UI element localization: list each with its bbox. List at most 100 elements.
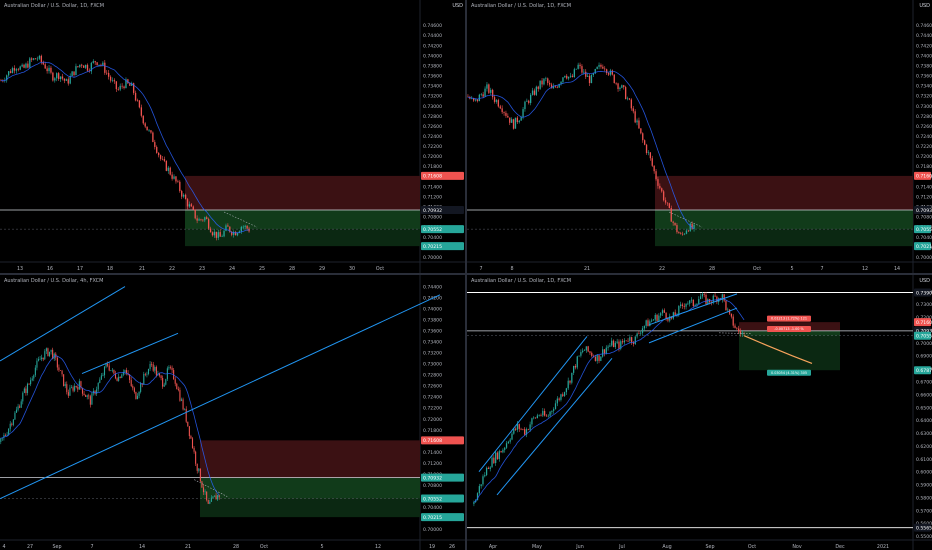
y-tick-label: 0.70800	[916, 215, 932, 221]
candle	[495, 100, 498, 102]
candle	[21, 64, 23, 67]
chart-pane-top-right[interactable]: 0.74600 0.74400 0.74200 0.74000 0.73800 0.736…	[467, 0, 932, 273]
chart-canvas[interactable]: 0.74600 0.74400 0.74200 0.74000 0.73800 0.736…	[0, 0, 465, 273]
candle	[154, 142, 156, 147]
candle	[474, 99, 477, 101]
candle	[645, 144, 648, 153]
y-tick-label: 0.70800	[423, 483, 442, 489]
candle	[563, 392, 566, 396]
candle	[571, 75, 574, 78]
candle	[571, 372, 573, 383]
candle	[30, 380, 32, 385]
candle	[609, 70, 612, 75]
y-tick-label: 0.71400	[916, 184, 932, 190]
x-tick-label: Jun	[575, 544, 584, 550]
candle	[668, 203, 671, 209]
candle	[499, 106, 501, 109]
y-tick-label: 0.73200	[423, 94, 442, 100]
x-tick-label: May	[532, 544, 542, 550]
chart-canvas[interactable]: 0.744000.742000.740000.738000.736000.734…	[0, 275, 465, 550]
candle	[473, 502, 475, 504]
candle	[656, 314, 658, 321]
candle	[198, 468, 200, 471]
chart-canvas[interactable]: 0.74600 0.74400 0.74200 0.74000 0.73800 0.736…	[467, 0, 932, 273]
chart-pane-bottom-right[interactable]: 0.740000.730000.720000.710000.700000.690…	[467, 275, 932, 550]
price-tag	[421, 513, 464, 522]
candle	[110, 370, 112, 371]
target-zone	[185, 229, 420, 247]
candle	[503, 112, 505, 113]
candle	[40, 55, 43, 62]
candle	[486, 84, 488, 89]
candle	[683, 233, 686, 235]
pane-divider-vertical[interactable]	[465, 0, 467, 550]
pane-divider-horizontal[interactable]	[0, 273, 932, 275]
candle	[514, 117, 517, 129]
candle	[631, 337, 633, 343]
candle	[148, 130, 150, 131]
candle	[134, 92, 137, 101]
candle	[96, 389, 98, 394]
chart-canvas[interactable]: 0.740000.730000.720000.710000.700000.690…	[467, 275, 932, 550]
target-label: 0.03054 (4.31%) 305	[771, 371, 807, 375]
price-tag	[914, 171, 931, 180]
candle	[487, 467, 490, 469]
candle	[536, 415, 539, 419]
y-tick-label: 0.72000	[423, 417, 442, 423]
candle	[188, 204, 191, 207]
candle	[625, 340, 627, 342]
candle	[636, 333, 638, 337]
candle	[650, 320, 653, 322]
entry-label-bg	[767, 325, 811, 332]
candle	[641, 328, 644, 333]
candle	[108, 365, 110, 371]
candle	[638, 333, 640, 335]
candle	[150, 130, 152, 133]
moving-average-line	[0, 355, 220, 496]
y-tick-label: 0.74400	[423, 285, 442, 291]
chart-pane-top-left[interactable]: 0.74600 0.74400 0.74200 0.74000 0.73800 0.736…	[0, 0, 465, 273]
candle	[617, 83, 619, 90]
candle	[626, 98, 629, 100]
trend-channel-line	[478, 336, 588, 473]
price-tag	[421, 242, 464, 251]
candle	[140, 383, 142, 392]
candle	[163, 384, 165, 387]
candle	[696, 303, 698, 305]
candle	[102, 375, 104, 376]
price-tag	[914, 225, 931, 234]
price-tag-label: 0.70552	[423, 496, 442, 502]
candle	[218, 495, 220, 497]
candle	[501, 108, 503, 113]
candle	[69, 387, 71, 396]
candle	[647, 152, 650, 154]
candle	[13, 68, 16, 71]
candle	[54, 78, 56, 81]
candle	[50, 67, 52, 73]
candle	[721, 294, 723, 300]
candle	[161, 158, 164, 160]
candle	[215, 495, 217, 500]
candle	[574, 365, 577, 368]
candle	[219, 232, 221, 237]
x-tick-label: 23	[199, 266, 205, 272]
candle	[638, 120, 640, 129]
y-tick-label: 0.73200	[916, 94, 932, 100]
candle	[488, 84, 490, 93]
y-tick-label: 0.72800	[916, 114, 932, 120]
chart-pane-bottom-left[interactable]: 0.74400 0.74200 0.74000 0.73800 0.73600 0.734…	[0, 275, 465, 550]
candle	[65, 79, 68, 81]
price-tag	[914, 242, 931, 251]
trend-channel-line	[0, 294, 441, 500]
candle	[512, 119, 515, 129]
candle	[685, 230, 688, 234]
candle	[732, 316, 734, 326]
price-tag-label: 0.71608	[423, 438, 442, 444]
candle	[223, 230, 225, 237]
candle	[57, 73, 60, 80]
candle	[143, 373, 145, 385]
x-tick-label: 21	[139, 266, 145, 272]
candle	[213, 495, 216, 497]
